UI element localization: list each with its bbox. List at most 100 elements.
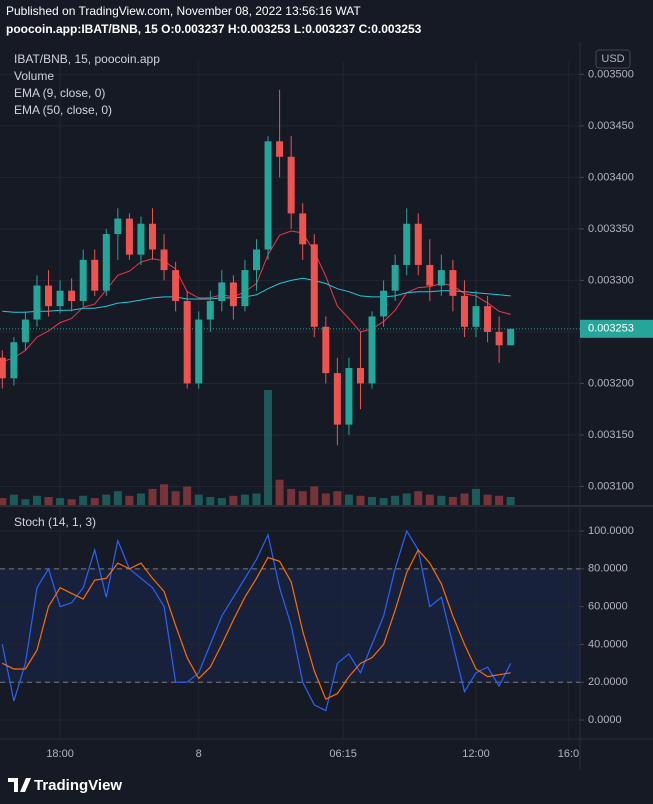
volume-bar xyxy=(437,495,446,505)
candle-body xyxy=(460,295,468,327)
candle-body xyxy=(264,141,272,250)
currency-label[interactable]: USD xyxy=(601,53,624,65)
candle-body xyxy=(426,264,434,286)
volume-bar xyxy=(252,493,261,505)
candle-body xyxy=(172,270,180,302)
y-tick-label: 0.003500 xyxy=(588,68,634,80)
candle-body xyxy=(345,367,353,425)
candle-body xyxy=(391,264,399,291)
candle-body xyxy=(333,373,341,425)
x-tick-label: 18:00 xyxy=(46,748,74,760)
candle-body xyxy=(299,213,307,245)
volume-bar xyxy=(483,494,492,505)
x-tick-label: 8 xyxy=(196,748,202,760)
candle-body xyxy=(310,244,318,327)
volume-bar xyxy=(125,495,134,505)
volume-bar xyxy=(183,486,192,505)
volume-bar xyxy=(391,495,400,505)
volume-bar xyxy=(298,491,307,505)
volume-bar xyxy=(414,491,423,505)
y-tick-label: 0.003450 xyxy=(588,120,634,132)
volume-bar xyxy=(379,498,388,505)
volume-bar xyxy=(275,479,284,505)
volume-bar xyxy=(171,491,180,505)
candle-body xyxy=(0,357,6,379)
volume-bar xyxy=(264,390,273,505)
candle-body xyxy=(276,141,284,157)
volume-bar xyxy=(287,488,296,505)
last-price-label: 0.003253 xyxy=(588,323,634,335)
candle-body xyxy=(484,306,492,332)
ema50-legend: EMA (50, close, 0) xyxy=(14,103,112,117)
x-tick-label: 06:15 xyxy=(329,748,357,760)
stoch-line xyxy=(2,548,511,701)
y-tick-label: 0.0000 xyxy=(588,714,622,726)
candle-body xyxy=(21,319,29,343)
currency-box[interactable] xyxy=(595,49,631,69)
candle-body xyxy=(45,285,53,307)
candle-body xyxy=(91,259,99,291)
volume-bar xyxy=(425,494,434,505)
plot-layer: 0.0031000.0031500.0032000.0032500.003300… xyxy=(0,62,653,760)
candle-body xyxy=(507,328,515,346)
stoch-line xyxy=(1,529,512,712)
candle-body xyxy=(137,223,145,255)
candle-body xyxy=(414,223,422,265)
quote-line: poocoin.app:IBAT/BNB, 15 O:0.003237 H:0.… xyxy=(6,22,422,36)
candle-body xyxy=(218,282,226,302)
volume-bar xyxy=(0,498,7,505)
stoch-legend: Stoch (14, 1, 3) xyxy=(14,515,96,529)
footer-brand: TradingView xyxy=(34,777,122,794)
candle-body xyxy=(241,270,249,307)
candle-body xyxy=(472,306,480,327)
tradingview-logo xyxy=(8,778,31,792)
candle-body xyxy=(229,282,237,307)
volume-bar xyxy=(67,499,76,505)
volume-bar xyxy=(344,494,353,505)
volume-bar xyxy=(495,495,504,505)
candle-body xyxy=(114,218,122,235)
candle-body xyxy=(79,259,87,302)
candle-body xyxy=(206,301,214,320)
volume-bar xyxy=(9,494,18,505)
volume-bar xyxy=(136,493,145,505)
volume-bar xyxy=(310,486,319,505)
candle-body xyxy=(195,319,203,384)
volume-bar xyxy=(194,494,203,505)
candle-body xyxy=(160,249,168,271)
candle-body xyxy=(403,223,411,265)
volume-bar xyxy=(321,493,330,505)
logo-icon xyxy=(8,778,31,792)
volume-bar xyxy=(113,491,122,505)
candle-body xyxy=(33,285,41,320)
volume-bar xyxy=(44,496,53,505)
volume-bar xyxy=(217,498,226,505)
volume-bar xyxy=(333,491,342,505)
candle-body xyxy=(102,234,110,291)
candle-body xyxy=(252,249,260,271)
candle-body xyxy=(495,331,503,346)
last-price-box xyxy=(580,319,653,338)
level-band xyxy=(0,568,580,683)
volume-bar xyxy=(368,496,377,505)
candle-body xyxy=(125,218,133,255)
candle-body xyxy=(149,223,157,250)
volume-bar xyxy=(56,498,65,505)
volume-bar xyxy=(356,495,365,505)
y-tick-label: 0.003400 xyxy=(588,171,634,183)
volume-bar xyxy=(460,493,469,505)
y-tick-label: 60.0000 xyxy=(588,601,628,613)
candle-body xyxy=(437,270,445,286)
volume-bar xyxy=(472,488,481,505)
candle-body xyxy=(56,290,64,307)
y-tick-label: 0.003200 xyxy=(588,377,634,389)
volume-bar xyxy=(32,495,41,505)
x-tick-label: 12:00 xyxy=(462,748,490,760)
candle-body xyxy=(449,270,457,296)
ema9-legend: EMA (9, close, 0) xyxy=(14,86,105,100)
volume-bar xyxy=(240,494,249,505)
y-tick-label: 0.003350 xyxy=(588,223,634,235)
volume-bar xyxy=(229,495,238,505)
